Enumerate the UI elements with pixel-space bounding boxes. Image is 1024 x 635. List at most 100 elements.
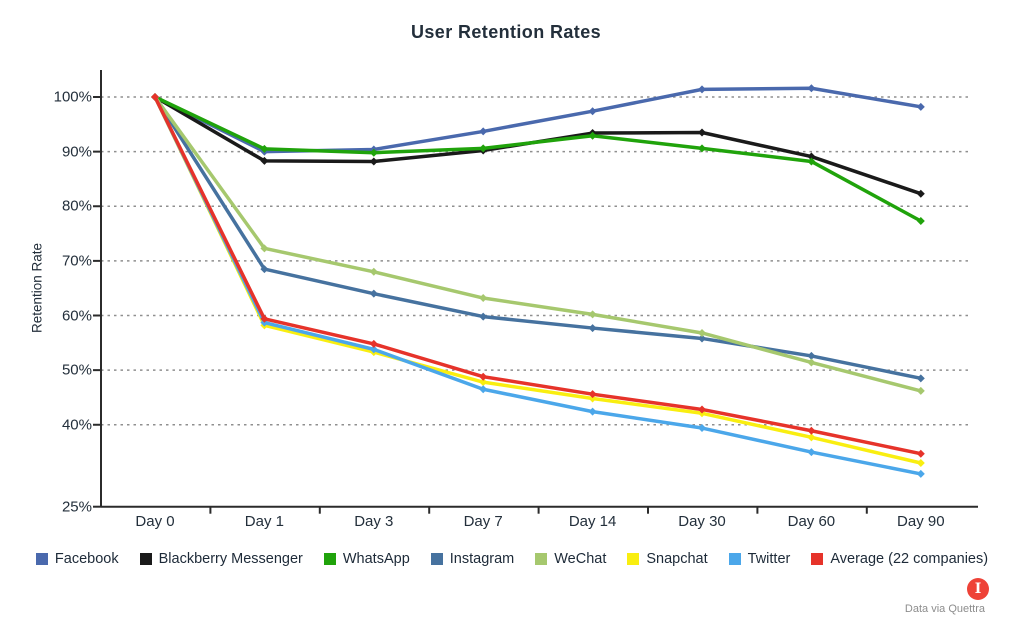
data-point-instagram[interactable] [588, 324, 597, 333]
data-point-average-22-companies[interactable] [260, 314, 269, 323]
data-point-instagram[interactable] [916, 374, 925, 383]
x-tick-label: Day 0 [135, 513, 175, 530]
y-tick-label: 50% [61, 361, 92, 379]
data-point-whatsapp[interactable] [479, 144, 488, 153]
data-point-twitter[interactable] [588, 407, 597, 416]
data-point-twitter[interactable] [807, 448, 816, 457]
data-point-average-22-companies[interactable] [369, 339, 378, 348]
data-point-twitter[interactable] [369, 345, 378, 354]
data-point-wechat[interactable] [807, 358, 816, 367]
data-point-instagram[interactable] [479, 312, 488, 321]
series-line-average-22-companies[interactable] [153, 95, 923, 456]
legend-item-snapchat[interactable]: Snapchat [627, 551, 708, 567]
y-tick-label: 90% [61, 143, 92, 161]
data-point-facebook[interactable] [588, 107, 597, 116]
legend-label: Facebook [54, 551, 119, 567]
data-point-snapchat[interactable] [588, 394, 597, 403]
data-source-attribution: Data via Quettra [904, 603, 985, 615]
infogram-logo-icon[interactable]: I [967, 578, 989, 600]
data-point-average-22-companies[interactable] [698, 405, 706, 414]
legend-label: Instagram [449, 551, 515, 567]
legend-label: Blackberry Messenger [158, 551, 303, 567]
legend-item-twitter[interactable]: Twitter [728, 551, 791, 567]
data-point-facebook[interactable] [916, 102, 925, 111]
x-tick-label: Day 60 [787, 513, 836, 530]
data-point-whatsapp[interactable] [369, 148, 378, 157]
data-point-blackberry-messenger[interactable] [916, 189, 925, 198]
data-point-wechat[interactable] [588, 310, 597, 319]
legend-item-average-22-companies[interactable]: Average (22 companies) [811, 551, 988, 567]
data-point-facebook[interactable] [807, 84, 816, 93]
data-point-snapchat[interactable] [916, 458, 925, 467]
legend-swatch-icon [35, 553, 48, 565]
data-point-instagram[interactable] [260, 265, 269, 274]
series-line-snapchat[interactable] [153, 95, 923, 465]
series-line-instagram[interactable] [153, 95, 923, 381]
data-point-wechat[interactable] [916, 386, 925, 395]
data-point-instagram[interactable] [807, 351, 816, 360]
data-point-instagram[interactable] [698, 334, 706, 343]
legend-item-instagram[interactable]: Instagram [430, 551, 515, 567]
data-point-wechat[interactable] [369, 267, 378, 276]
x-tick-label: Day 30 [678, 513, 726, 530]
legend-label: Twitter [747, 551, 791, 567]
data-point-twitter[interactable] [479, 385, 488, 394]
data-point-blackberry-messenger[interactable] [369, 157, 378, 166]
x-tick-label: Day 90 [897, 513, 945, 530]
legend-item-wechat[interactable]: WeChat [535, 551, 606, 567]
y-tick-label: 40% [61, 416, 92, 434]
infogram-logo-glyph: I [974, 581, 982, 597]
data-point-wechat[interactable] [479, 294, 488, 303]
data-point-wechat[interactable] [698, 328, 706, 337]
data-point-whatsapp[interactable] [260, 144, 269, 153]
legend-swatch-icon [139, 553, 152, 565]
data-point-whatsapp[interactable] [588, 131, 597, 140]
data-point-average-22-companies[interactable] [916, 449, 925, 458]
data-point-twitter[interactable] [916, 469, 925, 478]
legend-item-facebook[interactable]: Facebook [35, 551, 119, 567]
data-point-blackberry-messenger[interactable] [260, 156, 269, 165]
data-point-instagram[interactable] [369, 289, 378, 298]
series-line-twitter[interactable] [153, 95, 923, 476]
data-point-facebook[interactable] [479, 127, 488, 136]
data-point-average-22-companies[interactable] [588, 390, 597, 399]
y-tick-label: 60% [61, 307, 92, 324]
legend-label: WeChat [554, 551, 607, 567]
legend-swatch-icon [728, 553, 741, 565]
data-point-average-22-companies[interactable] [151, 93, 159, 101]
data-point-facebook[interactable] [698, 85, 706, 94]
data-point-whatsapp[interactable] [916, 217, 925, 226]
legend-label: Average (22 companies) [830, 551, 989, 567]
y-tick-label: 70% [61, 252, 92, 270]
x-tick-label: Day 1 [244, 513, 284, 530]
data-point-snapchat[interactable] [479, 378, 488, 387]
data-point-average-22-companies[interactable] [479, 372, 488, 381]
legend-item-blackberry-messenger[interactable]: Blackberry Messenger [139, 551, 303, 567]
data-point-blackberry-messenger[interactable] [807, 152, 816, 161]
chart-legend: Facebook Blackberry Messenger WhatsApp Inst… [0, 551, 1024, 567]
y-tick-label: 80% [61, 197, 92, 215]
x-tick-label: Day 14 [568, 513, 617, 530]
y-tick-label: 100% [53, 88, 92, 106]
legend-swatch-icon [627, 553, 640, 565]
x-tick-label: Day 7 [463, 513, 503, 530]
data-point-average-22-companies[interactable] [807, 426, 816, 435]
data-point-whatsapp[interactable] [698, 144, 706, 153]
series-line-blackberry-messenger[interactable] [153, 95, 923, 196]
data-point-twitter[interactable] [698, 424, 706, 433]
x-tick-label: Day 3 [354, 513, 394, 530]
data-point-whatsapp[interactable] [807, 157, 816, 166]
series-line-wechat[interactable] [153, 95, 923, 393]
legend-label: WhatsApp [342, 551, 410, 567]
data-point-blackberry-messenger[interactable] [698, 128, 706, 137]
data-point-wechat[interactable] [260, 244, 269, 253]
legend-item-whatsapp[interactable]: WhatsApp [323, 551, 410, 567]
data-point-snapchat[interactable] [807, 433, 816, 442]
chart-title: User Retention Rates [410, 22, 602, 42]
legend-swatch-icon [535, 553, 548, 565]
series-line-whatsapp[interactable] [153, 95, 923, 223]
legend-swatch-icon [811, 553, 824, 565]
legend-swatch-icon [430, 553, 443, 565]
legend-label: Snapchat [646, 551, 708, 567]
